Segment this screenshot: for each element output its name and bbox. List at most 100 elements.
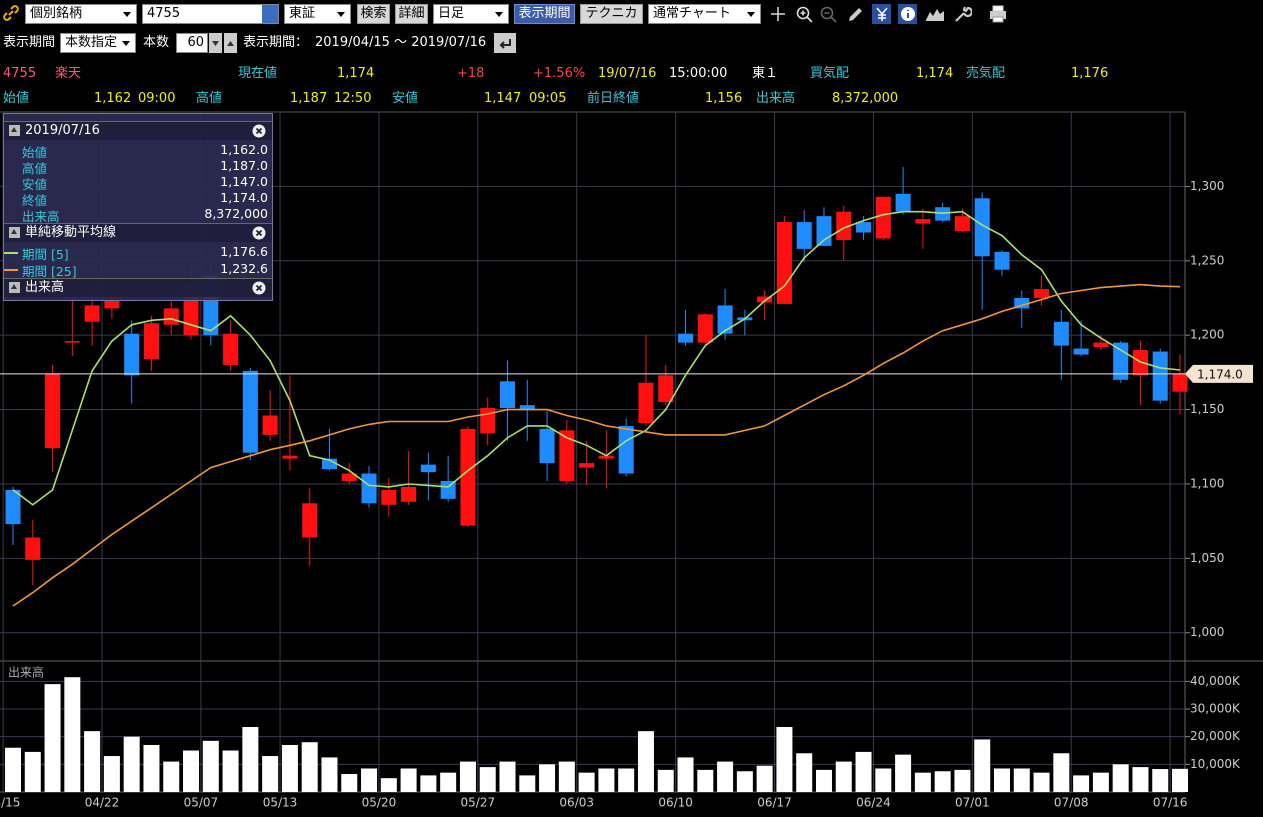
zoom-in-button[interactable] (794, 4, 814, 24)
open-label: 始値 (3, 91, 30, 106)
refresh-button[interactable] (494, 33, 516, 53)
candle-body (64, 341, 80, 343)
ma5-value: 1,176.6 (220, 244, 268, 259)
info-button[interactable] (897, 4, 917, 24)
volume-bar (5, 747, 21, 792)
candle-body (717, 305, 733, 334)
row-label: 終値 (22, 193, 48, 208)
volume-bar (519, 775, 536, 792)
candle-body (519, 405, 535, 410)
price-tag-label: 1,174.0 (1197, 367, 1243, 381)
price: 1,174 (337, 66, 375, 81)
volume-bar (459, 761, 476, 792)
label: 本数指定 (65, 35, 118, 50)
detail-button[interactable]: 詳細 (395, 4, 428, 24)
zoom-out-button[interactable] (818, 4, 838, 24)
code-input[interactable]: 4755 (142, 4, 279, 24)
price-label: 現在値 (238, 66, 278, 81)
popup-row: 安値 1,147.0 (22, 174, 268, 192)
settings-button[interactable] (952, 4, 972, 24)
candle-body (124, 333, 140, 376)
spinner[interactable] (209, 33, 239, 53)
candle-body (1172, 373, 1188, 392)
high-time: 12:50 (334, 91, 372, 106)
candle-body (401, 486, 417, 502)
crosshair-button[interactable] (767, 4, 787, 24)
volume-bar (677, 757, 694, 792)
period-button[interactable]: 表示期間 (514, 4, 575, 24)
volume-bar (974, 739, 991, 792)
ma-line (12, 283, 1181, 607)
candle-body (1152, 351, 1168, 401)
candle-body (143, 323, 159, 359)
period-label: 表示期間 (3, 35, 56, 50)
volume-bar (380, 778, 397, 792)
candle-body (460, 428, 476, 526)
draw-button[interactable] (845, 4, 865, 24)
candle-body (1014, 297, 1030, 309)
link-icon[interactable] (3, 5, 23, 25)
search-button[interactable]: 検索 (357, 4, 390, 24)
popup-row: 終値 1,174.0 (22, 190, 268, 208)
volume-bar (855, 751, 872, 792)
row-value: 1,147.0 (220, 174, 268, 189)
x-tick-label: 06/17 (757, 796, 792, 810)
ma25-label: 期間 [25] (22, 264, 77, 279)
bid-label: 買気配 (810, 66, 850, 81)
row-value: 1,174.0 (220, 190, 268, 205)
candle-body (242, 370, 258, 453)
count-label: 本数 (143, 35, 170, 50)
close-button[interactable] (252, 124, 266, 138)
volume-bar (657, 769, 674, 792)
close-button[interactable] (252, 281, 266, 295)
x-tick-label: 05/20 (362, 796, 397, 810)
candle-body (618, 425, 634, 474)
ma5-swatch (4, 252, 18, 254)
candle-body (282, 455, 298, 459)
label: 日足 (438, 6, 465, 21)
chart-type-select[interactable]: 通常チャート (648, 4, 761, 24)
candle-body (994, 251, 1010, 270)
chart-button[interactable] (924, 4, 944, 24)
x-tick-label: 04/22 (85, 796, 120, 810)
quote-time: 15:00:00 (669, 66, 728, 81)
volume-bar (539, 764, 556, 792)
volume-bar (1172, 768, 1189, 792)
candle-body (45, 373, 61, 449)
volume-bar (815, 769, 832, 792)
y-tick-label: 1,300 (1190, 179, 1224, 193)
volume-bar (163, 761, 180, 792)
label: 通常チャート (653, 6, 731, 21)
technical-button[interactable]: テクニカル (580, 4, 643, 39)
market-select[interactable]: 個別銘柄 (25, 4, 137, 24)
y-tick-label: 20,000K (1190, 729, 1241, 743)
candle-body (539, 428, 555, 464)
candle-body (1073, 348, 1089, 355)
row-value: 8,372,000 (204, 206, 268, 221)
candle-body (1093, 342, 1109, 348)
volume-bar (934, 771, 951, 792)
exchange-select[interactable]: 東証 (284, 4, 351, 24)
row-label: 安値 (22, 177, 48, 192)
close-button[interactable] (252, 226, 266, 240)
mode-select[interactable]: 本数指定 (60, 33, 136, 53)
volume-bar (123, 736, 140, 792)
volume-bar (242, 727, 259, 792)
x-tick-label: 04/15 (0, 796, 20, 810)
volume-bar (1073, 775, 1090, 792)
interval-select[interactable]: 日足 (433, 4, 509, 24)
indicator-header: 単純移動平均線 (4, 223, 272, 242)
volume-bar (954, 769, 971, 792)
data-window: 2019/07/16 始値 1,162.0 高値 1,187.0 安値 1,147.0 終値… (3, 113, 273, 301)
volume-bar (1053, 753, 1070, 792)
volume-bar (1033, 772, 1050, 792)
count-input[interactable]: 60 (176, 33, 208, 53)
volume-bar (578, 772, 595, 792)
volume-bar (835, 761, 852, 792)
candle-body (480, 408, 496, 434)
ask: 1,176 (1071, 66, 1109, 81)
print-button[interactable] (987, 4, 1007, 24)
x-tick-label: 05/07 (184, 796, 219, 810)
currency-button[interactable] (871, 4, 891, 24)
volume-bar (400, 768, 417, 792)
